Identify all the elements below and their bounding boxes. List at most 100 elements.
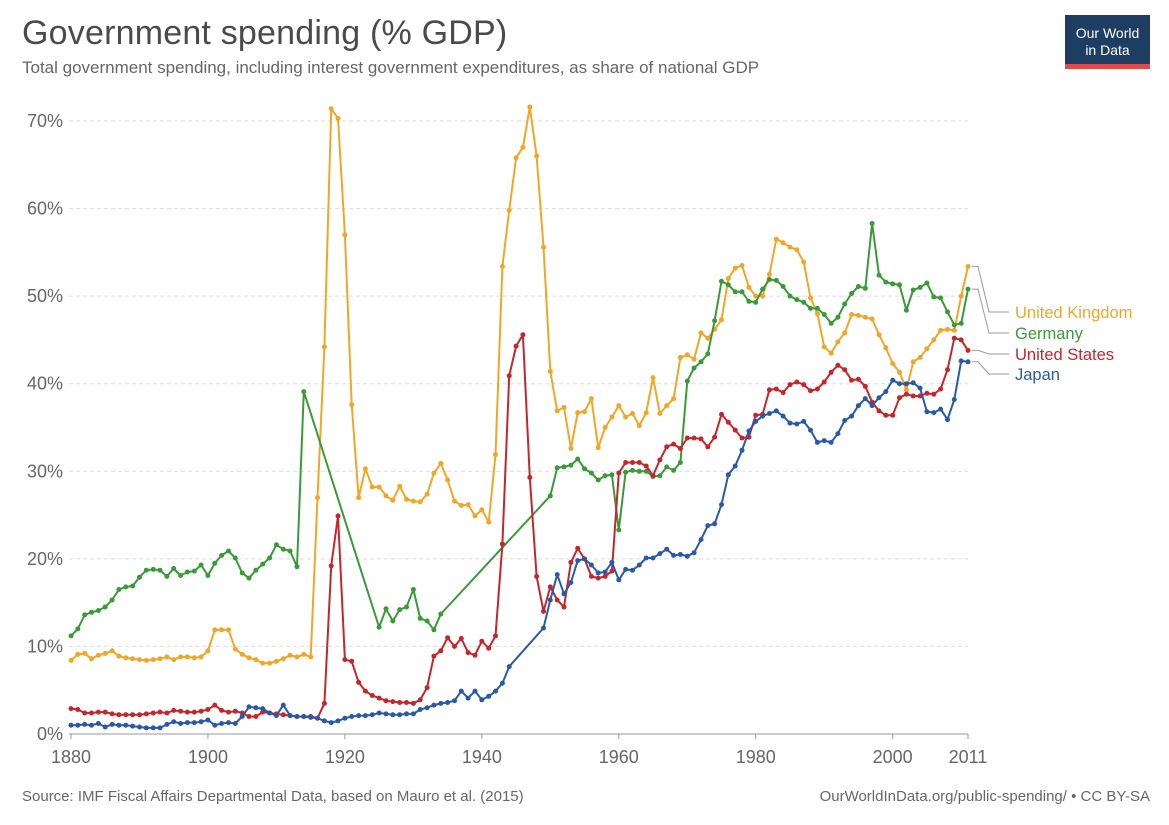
data-point-united-kingdom[interactable] <box>315 495 320 501</box>
data-point-germany[interactable] <box>68 633 74 639</box>
data-point-germany[interactable] <box>89 609 94 615</box>
data-point-germany[interactable] <box>273 542 279 548</box>
data-point-united-kingdom[interactable] <box>554 408 560 414</box>
data-point-germany[interactable] <box>732 289 738 295</box>
data-point-germany[interactable] <box>226 548 231 554</box>
data-point-united-kingdom[interactable] <box>650 375 656 381</box>
data-point-united-kingdom[interactable] <box>369 484 375 490</box>
data-point-united-states[interactable] <box>452 643 457 649</box>
data-point-united-kingdom[interactable] <box>698 330 704 336</box>
data-point-united-kingdom[interactable] <box>561 404 567 410</box>
data-point-united-states[interactable] <box>493 633 498 639</box>
data-point-japan[interactable] <box>150 725 156 731</box>
data-point-japan[interactable] <box>102 724 108 730</box>
data-point-united-states[interactable] <box>171 707 177 713</box>
data-point-japan[interactable] <box>369 712 375 718</box>
data-point-united-kingdom[interactable] <box>431 470 437 476</box>
data-point-germany[interactable] <box>917 284 923 290</box>
data-point-united-kingdom[interactable] <box>342 232 348 238</box>
data-point-japan[interactable] <box>246 704 252 710</box>
data-point-germany[interactable] <box>643 468 649 474</box>
data-point-japan[interactable] <box>280 702 286 708</box>
data-point-germany[interactable] <box>609 472 615 478</box>
data-point-united-kingdom[interactable] <box>719 317 724 323</box>
data-point-united-states[interactable] <box>547 584 553 590</box>
data-point-germany[interactable] <box>636 468 642 474</box>
data-point-united-kingdom[interactable] <box>691 356 697 362</box>
data-point-united-kingdom[interactable] <box>321 344 327 350</box>
data-point-germany[interactable] <box>938 295 944 301</box>
data-point-united-kingdom[interactable] <box>445 477 451 483</box>
data-point-germany[interactable] <box>260 561 266 567</box>
data-point-japan[interactable] <box>732 463 738 469</box>
data-point-japan[interactable] <box>753 418 759 424</box>
data-point-japan[interactable] <box>452 698 457 704</box>
data-point-germany[interactable] <box>664 464 670 470</box>
data-point-united-kingdom[interactable] <box>102 650 108 656</box>
data-point-united-states[interactable] <box>527 474 533 480</box>
data-point-germany[interactable] <box>143 567 149 573</box>
data-point-united-kingdom[interactable] <box>362 466 368 472</box>
data-point-united-kingdom[interactable] <box>602 425 608 430</box>
data-point-united-states[interactable] <box>554 597 560 603</box>
data-point-germany[interactable] <box>801 299 807 305</box>
data-point-japan[interactable] <box>698 537 704 543</box>
data-point-united-states[interactable] <box>821 379 827 385</box>
data-point-united-states[interactable] <box>157 709 163 715</box>
data-point-germany[interactable] <box>753 299 759 305</box>
data-point-japan[interactable] <box>671 552 677 558</box>
data-point-germany[interactable] <box>130 583 136 589</box>
data-point-united-states[interactable] <box>677 446 683 451</box>
data-point-united-kingdom[interactable] <box>575 410 581 416</box>
data-point-united-states[interactable] <box>164 710 170 716</box>
data-point-united-kingdom[interactable] <box>150 657 156 663</box>
data-point-japan[interactable] <box>109 721 115 727</box>
data-point-japan[interactable] <box>855 403 861 409</box>
data-point-united-states[interactable] <box>82 710 88 716</box>
data-point-united-kingdom[interactable] <box>814 311 820 317</box>
data-point-united-kingdom[interactable] <box>493 452 498 458</box>
data-point-united-states[interactable] <box>328 563 334 569</box>
data-point-united-states[interactable] <box>657 457 663 463</box>
data-point-united-kingdom[interactable] <box>95 652 101 658</box>
data-point-germany[interactable] <box>205 573 211 578</box>
data-point-japan[interactable] <box>890 377 896 383</box>
data-point-japan[interactable] <box>650 555 656 561</box>
data-point-japan[interactable] <box>897 381 902 387</box>
data-point-united-states[interactable] <box>835 362 841 368</box>
data-point-japan[interactable] <box>404 711 409 717</box>
data-point-united-states[interactable] <box>876 408 882 414</box>
data-point-united-kingdom[interactable] <box>143 657 149 663</box>
data-point-united-states[interactable] <box>855 376 861 382</box>
data-point-japan[interactable] <box>903 381 909 387</box>
data-point-japan[interactable] <box>876 395 882 401</box>
data-point-japan[interactable] <box>862 396 868 402</box>
data-point-japan[interactable] <box>458 688 464 694</box>
data-point-japan[interactable] <box>766 411 772 416</box>
data-point-united-kingdom[interactable] <box>164 654 170 660</box>
data-point-united-states[interactable] <box>253 714 259 719</box>
data-point-united-kingdom[interactable] <box>397 483 403 489</box>
data-point-germany[interactable] <box>102 604 108 610</box>
owid-logo[interactable]: Our World in Data <box>1065 15 1150 69</box>
data-point-united-kingdom[interactable] <box>766 271 772 277</box>
data-point-united-kingdom[interactable] <box>883 345 889 351</box>
data-point-united-kingdom[interactable] <box>287 652 293 658</box>
data-point-germany[interactable] <box>849 291 855 296</box>
data-point-germany[interactable] <box>814 305 820 311</box>
data-point-japan[interactable] <box>157 725 163 731</box>
data-point-united-states[interactable] <box>650 473 656 479</box>
data-point-united-kingdom[interactable] <box>869 316 875 322</box>
data-point-united-kingdom[interactable] <box>910 359 916 365</box>
data-point-germany[interactable] <box>561 464 567 470</box>
data-point-united-kingdom[interactable] <box>452 498 457 504</box>
data-point-germany[interactable] <box>780 284 786 289</box>
data-point-united-kingdom[interactable] <box>732 265 738 271</box>
data-point-germany[interactable] <box>773 277 779 283</box>
legend-label-united-kingdom[interactable]: United Kingdom <box>1015 304 1132 322</box>
data-point-germany[interactable] <box>424 618 430 624</box>
data-point-germany[interactable] <box>219 552 225 558</box>
data-point-united-states[interactable] <box>150 710 156 716</box>
data-point-united-states[interactable] <box>630 460 635 465</box>
data-point-united-kingdom[interactable] <box>595 445 601 451</box>
